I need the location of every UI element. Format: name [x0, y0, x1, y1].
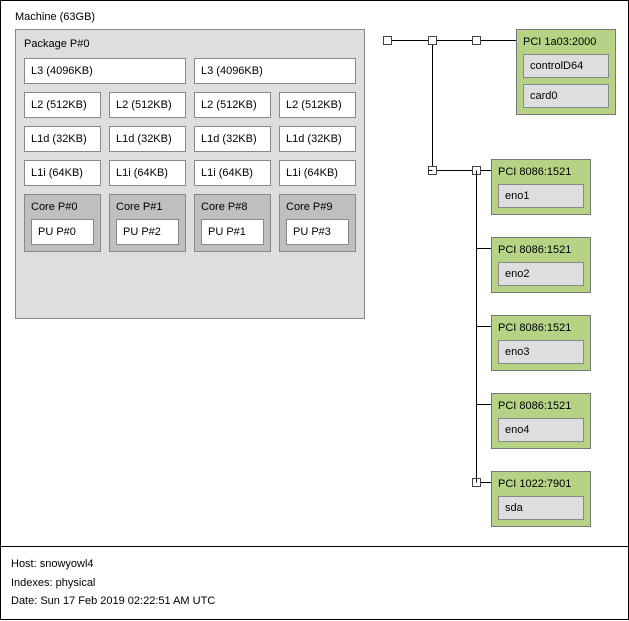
l2-cache: L2 (512KB)	[194, 92, 271, 118]
pci-device: eno4	[498, 418, 584, 442]
pci-eno1: PCI 8086:1521 eno1	[491, 159, 591, 215]
pci-eno2: PCI 8086:1521 eno2	[491, 237, 591, 293]
footer: Host: snowyowl4 Indexes: physical Date: …	[1, 546, 628, 619]
l1i-cache: L1i (64KB)	[279, 160, 356, 186]
core-label: Core P#1	[116, 201, 179, 213]
l1d-row: L1d (32KB) L1d (32KB) L1d (32KB) L1d (32…	[24, 126, 356, 152]
footer-date: Date: Sun 17 Feb 2019 02:22:51 AM UTC	[11, 592, 618, 611]
pci-label: PCI 8086:1521	[498, 166, 584, 178]
l3-row: L3 (4096KB) L3 (4096KB)	[24, 58, 356, 84]
pci-gpu: PCI 1a03:2000 controlD64 card0	[516, 29, 616, 115]
machine-canvas: Machine (63GB) Package P#0 L3 (4096KB) L…	[0, 0, 629, 620]
l2-row: L2 (512KB) L2 (512KB) L2 (512KB) L2 (512…	[24, 92, 356, 118]
core-label: Core P#9	[286, 201, 349, 213]
pci-device: eno2	[498, 262, 584, 286]
pu: PU P#1	[201, 219, 264, 245]
core-label: Core P#8	[201, 201, 264, 213]
bus-node	[428, 36, 437, 45]
package: Package P#0 L3 (4096KB) L3 (4096KB) L2 (…	[15, 29, 365, 319]
pu: PU P#2	[116, 219, 179, 245]
l1i-row: L1i (64KB) L1i (64KB) L1i (64KB) L1i (64…	[24, 160, 356, 186]
l1d-cache: L1d (32KB)	[279, 126, 356, 152]
pci-label: PCI 8086:1521	[498, 322, 584, 334]
bus-node	[428, 166, 437, 175]
pci-label: PCI 8086:1521	[498, 400, 584, 412]
footer-host: Host: snowyowl4	[11, 555, 618, 574]
l1d-cache: L1d (32KB)	[24, 126, 101, 152]
package-label: Package P#0	[24, 38, 356, 50]
pci-label: PCI 1a03:2000	[523, 36, 609, 48]
l1i-cache: L1i (64KB)	[24, 160, 101, 186]
pci-eno3: PCI 8086:1521 eno3	[491, 315, 591, 371]
pci-device: controlD64	[523, 54, 609, 78]
pci-label: PCI 8086:1521	[498, 244, 584, 256]
l3-cache: L3 (4096KB)	[194, 58, 356, 84]
l1i-cache: L1i (64KB)	[194, 160, 271, 186]
core: Core P#8 PU P#1	[194, 194, 271, 252]
l1d-cache: L1d (32KB)	[194, 126, 271, 152]
bus-node	[472, 36, 481, 45]
pu: PU P#0	[31, 219, 94, 245]
pu: PU P#3	[286, 219, 349, 245]
pci-eno4: PCI 8086:1521 eno4	[491, 393, 591, 449]
l1i-cache: L1i (64KB)	[109, 160, 186, 186]
l2-cache: L2 (512KB)	[24, 92, 101, 118]
pci-device: sda	[498, 496, 584, 520]
pci-device: eno1	[498, 184, 584, 208]
footer-indexes: Indexes: physical	[11, 574, 618, 593]
core-label: Core P#0	[31, 201, 94, 213]
l1d-cache: L1d (32KB)	[109, 126, 186, 152]
bus-node	[383, 36, 392, 45]
core: Core P#9 PU P#3	[279, 194, 356, 252]
core: Core P#0 PU P#0	[24, 194, 101, 252]
l2-cache: L2 (512KB)	[109, 92, 186, 118]
pci-device: card0	[523, 84, 609, 108]
bus-node	[472, 478, 481, 487]
l3-cache: L3 (4096KB)	[24, 58, 186, 84]
pci-device: eno3	[498, 340, 584, 364]
machine-label: Machine (63GB)	[15, 11, 95, 23]
core-row: Core P#0 PU P#0 Core P#1 PU P#2 Core P#8…	[24, 194, 356, 252]
l2-cache: L2 (512KB)	[279, 92, 356, 118]
pci-label: PCI 1022:7901	[498, 478, 584, 490]
bus-node	[472, 166, 481, 175]
pci-sda: PCI 1022:7901 sda	[491, 471, 591, 527]
core: Core P#1 PU P#2	[109, 194, 186, 252]
